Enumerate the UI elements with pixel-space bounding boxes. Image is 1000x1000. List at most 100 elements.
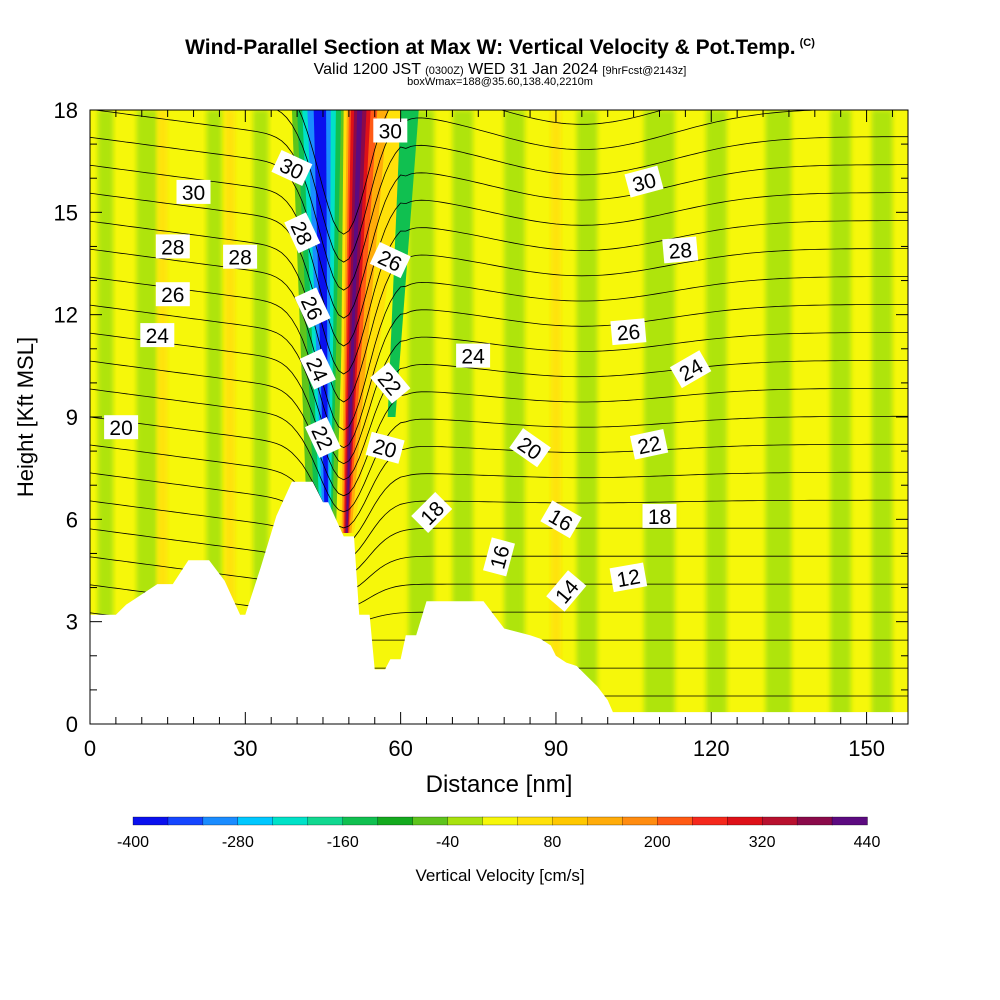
- colorbar-tick-label: 80: [544, 834, 562, 851]
- terrain-profile: [90, 481, 908, 724]
- contour-label-box: [546, 570, 587, 612]
- contour-label-box: [642, 503, 677, 528]
- contour-label-box: [373, 118, 408, 143]
- valid-date-label: WED 31 Jan 2024: [468, 61, 598, 78]
- contour-label-26: 28: [662, 236, 699, 264]
- colorbar-tick-label: -160: [327, 834, 359, 851]
- contour-label-box: [299, 348, 336, 390]
- contour-label-0: 30: [176, 179, 211, 205]
- contour-label-box: [662, 236, 699, 264]
- x-tick-label: 120: [693, 736, 730, 761]
- weak-band-8: [643, 110, 676, 724]
- theta-contour-22: [90, 332, 908, 481]
- y-tick-label: 15: [54, 200, 78, 225]
- colorbar-bin: [761, 816, 798, 826]
- contour-label-box: [483, 537, 515, 577]
- contour-label-2: 28: [223, 244, 258, 270]
- contour-label-box: [140, 323, 175, 348]
- weak-band-13: [224, 110, 235, 724]
- weak-band-15: [157, 110, 168, 724]
- x-tick-label: 60: [388, 736, 412, 761]
- x-axis-label: Distance [nm]: [426, 771, 573, 798]
- contour-label-box: [609, 562, 648, 593]
- contour-label-4: 24: [140, 323, 175, 348]
- contour-label-box: [104, 415, 139, 440]
- contour-label-box: [411, 491, 453, 534]
- colorbar-bin: [132, 816, 169, 826]
- chart-title: Wind-Parallel Section at Max W: Vertical…: [0, 36, 1000, 60]
- contour-label-text: 26: [616, 321, 641, 346]
- y-axis-label: Height [Kft MSL]: [13, 337, 38, 497]
- contour-label-22: 18: [642, 503, 677, 529]
- colorbar-bin: [517, 816, 554, 826]
- contour-label-box: [294, 287, 331, 329]
- colorbar-bin: [342, 816, 379, 826]
- theta-contour-20: [90, 388, 908, 513]
- colorbar-bin: [377, 816, 414, 826]
- contour-label-3: 26: [155, 282, 190, 307]
- contour-label-19: 16: [540, 500, 582, 539]
- colorbar-tick-label: -400: [117, 834, 149, 851]
- y-tick-label: 9: [66, 405, 78, 430]
- theta-contour-24: [90, 276, 908, 449]
- contour-label-5: 20: [104, 415, 139, 440]
- colorbar-tick-label: -280: [222, 834, 254, 851]
- contour-label-box: [304, 417, 342, 458]
- contour-label-box: [365, 431, 405, 464]
- valid-utc-label: (0300Z): [425, 65, 464, 77]
- valid-time-label: Valid 1200 JST: [313, 61, 421, 78]
- colorbar-bin: [796, 816, 833, 826]
- colorbar-bin: [622, 816, 658, 826]
- theta-contour-31: [276, 110, 828, 263]
- terrain: [90, 481, 908, 724]
- colorbar-bin: [447, 816, 484, 826]
- x-tick-label: 0: [84, 736, 96, 761]
- weak-band-5: [452, 110, 474, 724]
- colorbar-tick-label: 320: [749, 834, 776, 851]
- y-tick-label: 18: [54, 98, 78, 123]
- theta-contour-16: [90, 500, 908, 577]
- contour-label-23: 22: [629, 429, 669, 460]
- contour-label-box: [540, 500, 582, 539]
- y-tick-label: 0: [66, 712, 78, 737]
- y-tick-label: 6: [66, 507, 78, 532]
- contour-label-text: 20: [109, 417, 132, 440]
- contour-label-text: 26: [161, 284, 184, 307]
- contour-label-box: [509, 428, 551, 468]
- contour-label-box: [155, 282, 190, 307]
- contour-label-box: [271, 149, 313, 187]
- colorbar-bin: [727, 816, 763, 826]
- colorbar-bin: [831, 816, 868, 826]
- contour-label-1: 28: [155, 234, 190, 259]
- theta-contour-28: [90, 164, 908, 347]
- colorbar-bin: [167, 816, 204, 826]
- box-wmax-label: boxWmax=188@35.60,138.40,2210m: [407, 76, 593, 88]
- weak-band-6: [504, 110, 525, 724]
- axes: 0 30 60 90 120 150 0 3 6 9 12 15 18 Distance [nm] Heig…: [13, 98, 909, 798]
- colorbar-bin: [272, 816, 309, 826]
- chart-subtitle: Valid 1200 JST (0300Z) WED 31 Jan 2024 […: [0, 61, 1000, 79]
- weak-band-7: [576, 110, 598, 724]
- y-tick-label: 3: [66, 610, 78, 635]
- weak-band-11: [830, 110, 852, 724]
- contour-label-box: [629, 429, 669, 460]
- y-tick-label: 12: [54, 303, 78, 328]
- contour-label-box: [284, 212, 321, 254]
- wave-core-band-10: [346, 110, 363, 533]
- contour-label-box: [223, 244, 258, 269]
- colorbar-label: Vertical Velocity [cm/s]: [415, 866, 584, 885]
- theta-contour-23: [90, 304, 908, 465]
- colorbar-bin: [692, 816, 728, 826]
- colorbar-tick-label: 200: [644, 834, 671, 851]
- x-tick-label: 30: [233, 736, 257, 761]
- forecast-label: [9hrFcst@2143z]: [602, 65, 687, 77]
- colorbar-bin: [657, 816, 693, 826]
- theta-contour-18: [90, 444, 908, 545]
- colorbar-tick-label: 440: [854, 834, 881, 851]
- contour-label-text: 18: [648, 506, 671, 529]
- contour-label-box: [155, 234, 190, 259]
- colorbar: -400 -280 -160 -40 80 200 320 440 Vertical Veloc…: [117, 816, 881, 885]
- contour-label-9: 24: [299, 348, 336, 390]
- weak-band-9: [706, 110, 727, 724]
